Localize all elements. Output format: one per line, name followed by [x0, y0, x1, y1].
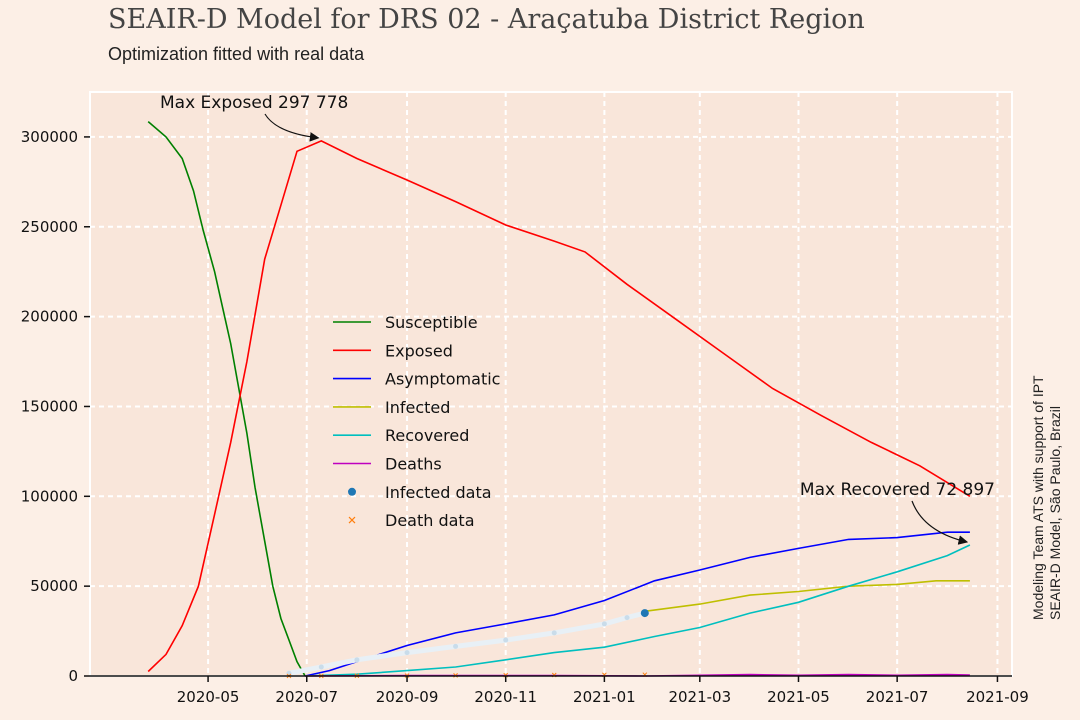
infected-data-point: [601, 621, 607, 627]
legend-label: Infected: [385, 398, 450, 417]
x-tick-label: 2020-09: [376, 688, 439, 706]
infected-data-point: [318, 664, 324, 670]
annotation-arrow: [264, 113, 320, 142]
legend-swatch: [348, 487, 356, 496]
legend-label: Susceptible: [385, 313, 478, 332]
infected-data-point: [551, 630, 557, 636]
infected-data-band: [286, 610, 648, 676]
infected-data-point: [453, 643, 459, 649]
x-tick-label: 2020-07: [275, 688, 338, 706]
series-line-asymptomatic: [304, 531, 970, 677]
side-credit-line1: Modeling Team ATS with support of IPT: [1030, 375, 1046, 620]
legend-swatch: [348, 516, 356, 524]
x-tick-label: 2021-07: [866, 688, 929, 706]
infected-data-point: [354, 657, 360, 663]
x-tick-label: 2021-03: [668, 688, 731, 706]
annotation-label: Max Exposed 297 778: [160, 93, 348, 113]
legend-label: Recovered: [385, 426, 469, 445]
y-tick-label: 0: [68, 667, 78, 685]
infected-data-point: [286, 670, 292, 676]
series-line-infected: [644, 580, 970, 613]
annotation-label: Max Recovered 72 897: [800, 480, 995, 500]
y-tick-label: 300000: [21, 128, 78, 146]
annotation-arrow: [911, 500, 969, 545]
y-tick-label: 150000: [21, 397, 78, 415]
legend-label: Asymptomatic: [385, 370, 500, 389]
y-tick-label: 50000: [30, 577, 78, 595]
series-line-exposed: [147, 140, 971, 673]
x-tick-label: 2021-01: [573, 688, 636, 706]
legend-label: Infected data: [385, 483, 492, 502]
plot-area: [89, 91, 1013, 677]
legend-label: Exposed: [385, 341, 453, 360]
infected-data-point: [640, 609, 649, 618]
x-tick-label: 2020-05: [177, 688, 240, 706]
chart-title: SEAIR-D Model for DRS 02 - Araçatuba Dis…: [108, 4, 865, 35]
chart-subtitle: Optimization fitted with real data: [108, 44, 365, 64]
x-tick-label: 2020-11: [474, 688, 537, 706]
series-line-susceptible: [147, 120, 306, 677]
legend-label: Death data: [385, 511, 475, 530]
series-line-recovered: [305, 544, 971, 677]
y-tick-label: 200000: [21, 308, 78, 326]
y-tick-label: 100000: [21, 487, 78, 505]
infected-data-point: [624, 615, 630, 621]
x-tick-label: 2021-09: [966, 688, 1029, 706]
side-credit-line2: SEAIR-D Model, São Paulo, Brazil: [1047, 406, 1063, 620]
y-tick-label: 250000: [21, 218, 78, 236]
infected-data-point: [404, 650, 410, 656]
x-tick-label: 2021-05: [767, 688, 830, 706]
infected-data-point: [503, 637, 509, 643]
legend-label: Deaths: [385, 455, 442, 474]
